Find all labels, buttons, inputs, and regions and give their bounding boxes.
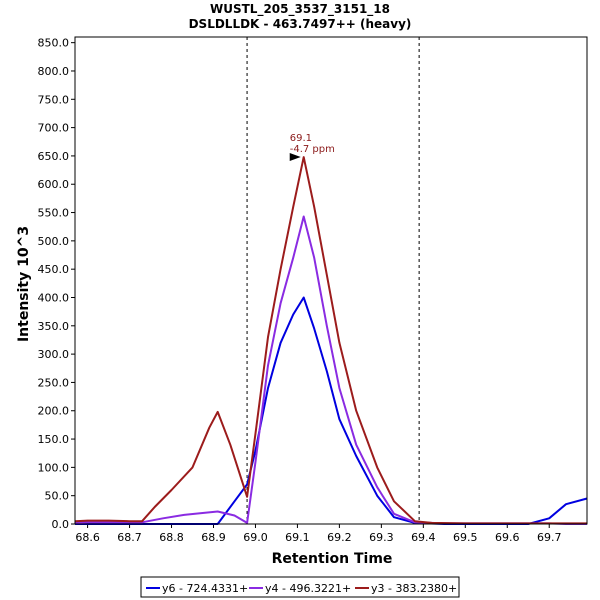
legend-label-y3: y3 - 383.2380+ — [371, 582, 457, 595]
y-tick-label: 250.0 — [38, 376, 70, 389]
y-tick-label: 50.0 — [45, 490, 70, 503]
y-tick-label: 100.0 — [38, 461, 70, 474]
x-tick-label: 69.5 — [453, 531, 478, 544]
y-tick-label: 0.0 — [52, 518, 70, 531]
chart-subtitle: DSLDLLDK - 463.7497++ (heavy) — [189, 17, 412, 31]
x-tick-label: 69.4 — [411, 531, 436, 544]
y-tick-label: 700.0 — [38, 122, 70, 135]
peak-annotation-label: -4.7 ppm — [290, 144, 335, 155]
x-tick-label: 69.2 — [327, 531, 352, 544]
legend: y6 - 724.4331+ y4 - 496.3221+ y3 - 383.2… — [140, 576, 460, 598]
x-tick-label: 69.1 — [285, 531, 310, 544]
x-tick-label: 69.0 — [243, 531, 268, 544]
plot-area: 0.0 50.0 100.0 150.0 200.0 250.0 300.0 350.0 400… — [38, 36, 588, 544]
y-tick-label: 400.0 — [38, 291, 70, 304]
y-tick-label: 800.0 — [38, 65, 70, 78]
y-tick-label: 500.0 — [38, 235, 70, 248]
y-tick-label: 450.0 — [38, 263, 70, 276]
x-tick-label: 68.8 — [159, 531, 184, 544]
x-tick-label: 68.6 — [75, 531, 100, 544]
legend-label-y6: y6 - 724.4331+ — [162, 582, 248, 595]
y-tick-label: 650.0 — [38, 150, 70, 163]
legend-box — [140, 576, 460, 598]
y-tick-label: 150.0 — [38, 433, 70, 446]
y-tick-label: 300.0 — [38, 348, 70, 361]
legend-label-y4: y4 - 496.3221+ — [265, 582, 351, 595]
chart-title: WUSTL_205_3537_3151_18 — [210, 2, 390, 17]
y-tick-label: 850.0 — [38, 37, 70, 50]
y-tick-label: 350.0 — [38, 320, 70, 333]
y-axis-title: Intensity 10^3 — [16, 226, 32, 342]
x-tick-label: 69.7 — [537, 531, 562, 544]
peak-annotation-label: 69.1 — [290, 133, 312, 144]
y-tick-label: 600.0 — [38, 178, 70, 191]
x-axis-title: Retention Time — [272, 551, 393, 567]
y-tick-label: 200.0 — [38, 405, 70, 418]
x-tick-label: 68.7 — [117, 531, 142, 544]
x-tick-label: 69.6 — [495, 531, 520, 544]
peak-marker-arrow — [289, 153, 301, 162]
y-tick-label: 750.0 — [38, 93, 70, 106]
plot-frame — [74, 36, 588, 525]
series-line-y3 — [74, 156, 587, 525]
y-tick-label: 550.0 — [38, 207, 70, 220]
plot-background — [75, 37, 587, 524]
x-tick-label: 69.3 — [369, 531, 394, 544]
x-tick-label: 68.9 — [201, 531, 226, 544]
